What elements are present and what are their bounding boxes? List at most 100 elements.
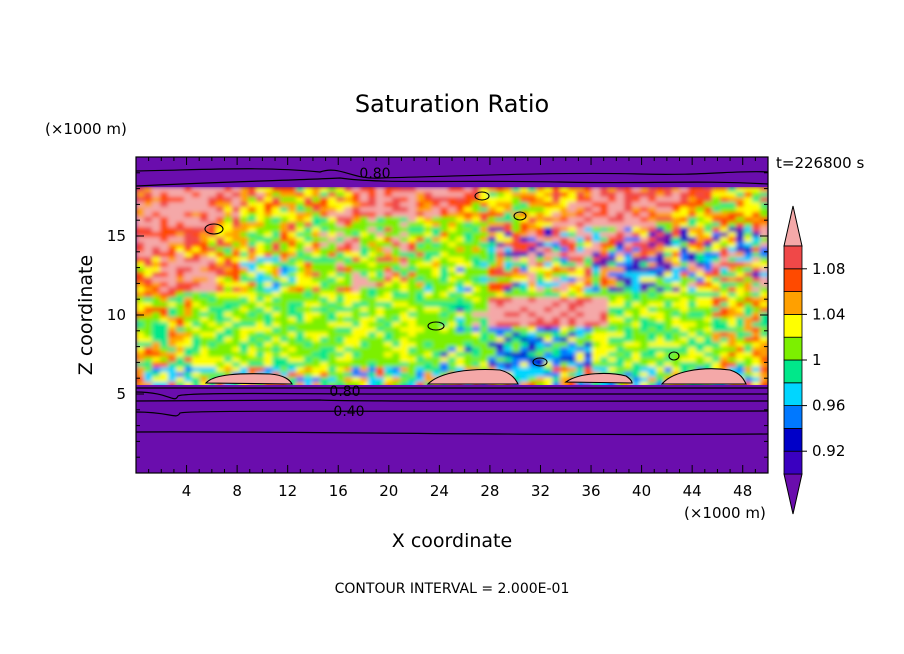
field-cell — [656, 272, 665, 278]
field-cell — [560, 252, 569, 258]
field-cell — [464, 227, 473, 233]
field-cell — [168, 187, 177, 193]
field-cell — [472, 212, 481, 218]
field-cell — [528, 297, 537, 303]
field-cell — [720, 322, 729, 328]
field-cell — [760, 317, 768, 323]
field-cell — [296, 322, 305, 328]
field-cell — [544, 357, 553, 363]
field-cell — [168, 297, 177, 303]
field-cell — [744, 327, 753, 333]
field-cell — [336, 202, 345, 208]
field-cell — [344, 242, 353, 248]
field-cell — [248, 247, 257, 253]
field-cell — [624, 227, 633, 233]
field-cell — [312, 297, 321, 303]
field-cell — [304, 302, 313, 308]
field-cell — [648, 312, 657, 318]
field-cell — [424, 342, 433, 348]
field-cell — [560, 262, 569, 268]
field-cell — [376, 332, 385, 338]
field-cell — [216, 352, 225, 358]
field-cell — [624, 287, 633, 293]
field-cell — [232, 287, 241, 293]
field-cell — [376, 322, 385, 328]
field-cell — [408, 227, 417, 233]
field-cell — [216, 357, 225, 363]
field-cell — [272, 197, 281, 203]
field-cell — [240, 227, 249, 233]
field-cell — [480, 257, 489, 263]
field-cell — [736, 217, 745, 223]
field-cell — [504, 312, 513, 318]
field-cell — [328, 287, 337, 293]
field-cell — [632, 197, 641, 203]
field-cell — [656, 237, 665, 243]
field-cell — [184, 272, 193, 278]
field-cell — [744, 237, 753, 243]
field-cell — [720, 202, 729, 208]
field-cell — [480, 217, 489, 223]
field-cell — [488, 267, 497, 273]
field-cell — [176, 187, 185, 193]
field-cell — [440, 297, 449, 303]
field-cell — [408, 322, 417, 328]
field-cell — [664, 272, 673, 278]
field-cell — [192, 312, 201, 318]
field-cell — [584, 262, 593, 268]
field-cell — [736, 212, 745, 218]
field-cell — [480, 287, 489, 293]
field-cell — [408, 377, 417, 383]
field-cell — [360, 277, 369, 283]
field-cell — [416, 237, 425, 243]
field-cell — [256, 227, 265, 233]
field-cell — [448, 277, 457, 283]
field-cell — [632, 362, 641, 368]
field-cell — [624, 207, 633, 213]
field-cell — [496, 342, 505, 348]
field-cell — [336, 317, 345, 323]
field-cell — [256, 282, 265, 288]
field-cell — [744, 212, 753, 218]
field-cell — [648, 287, 657, 293]
field-cell — [704, 282, 713, 288]
field-cell — [368, 277, 377, 283]
field-cell — [192, 202, 201, 208]
field-cell — [408, 222, 417, 228]
field-cell — [336, 372, 345, 378]
field-cell — [200, 292, 209, 298]
field-cell — [568, 207, 577, 213]
field-cell — [640, 212, 649, 218]
field-cell — [464, 352, 473, 358]
field-cell — [568, 282, 577, 288]
field-cell — [640, 327, 649, 333]
field-cell — [608, 232, 617, 238]
field-cell — [480, 322, 489, 328]
field-cell — [544, 252, 553, 258]
field-cell — [616, 322, 625, 328]
field-cell — [184, 207, 193, 213]
field-cell — [144, 372, 153, 378]
field-cell — [224, 347, 233, 353]
field-cell — [552, 302, 561, 308]
field-cell — [296, 187, 305, 193]
field-cell — [168, 342, 177, 348]
field-cell — [320, 222, 329, 228]
field-cell — [160, 312, 169, 318]
field-cell — [712, 247, 721, 253]
field-cell — [616, 227, 625, 233]
field-cell — [512, 257, 521, 263]
field-cell — [248, 207, 257, 213]
field-cell — [144, 327, 153, 333]
field-cell — [440, 237, 449, 243]
field-cell — [608, 327, 617, 333]
field-cell — [712, 272, 721, 278]
field-cell — [456, 252, 465, 258]
field-cell — [760, 197, 768, 203]
field-cell — [760, 337, 768, 343]
field-cell — [272, 327, 281, 333]
field-cell — [232, 322, 241, 328]
field-cell — [304, 187, 313, 193]
field-cell — [704, 312, 713, 318]
field-cell — [448, 252, 457, 258]
